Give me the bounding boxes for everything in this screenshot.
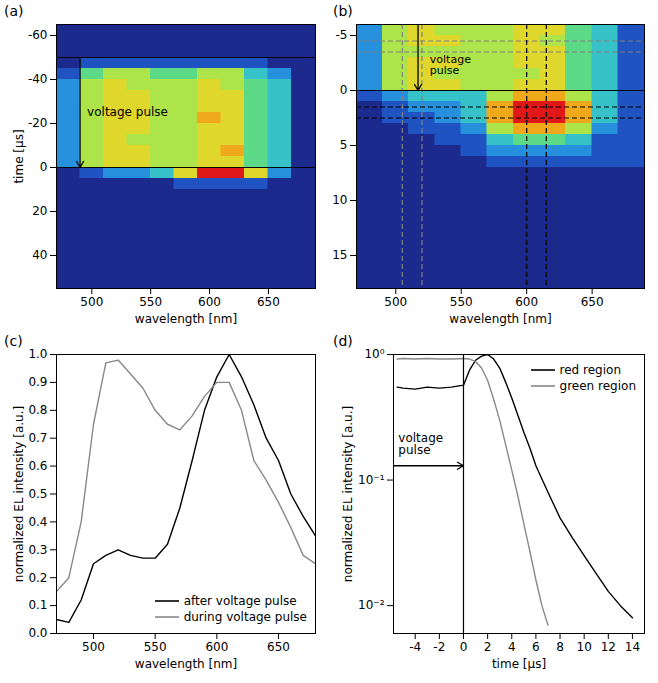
svg-text:voltage pulse: voltage pulse	[87, 105, 168, 119]
svg-text:-4: -4	[409, 640, 421, 654]
html-text:(c): (c)	[4, 333, 23, 349]
svg-text:4: 4	[508, 640, 516, 654]
svg-text:14: 14	[625, 640, 640, 654]
svg-text:voltagepulse: voltagepulse	[398, 431, 443, 457]
svg-text:time [µs]: time [µs]	[492, 657, 546, 671]
svg-text:550: 550	[139, 295, 162, 309]
svg-text:time [µs]: time [µs]	[12, 129, 26, 183]
svg-text:0.2: 0.2	[28, 571, 47, 585]
svg-text:500: 500	[80, 295, 103, 309]
svg-text:10⁰: 10⁰	[364, 347, 384, 361]
svg-text:0.6: 0.6	[28, 459, 47, 473]
svg-text:650: 650	[257, 295, 280, 309]
svg-text:12: 12	[601, 640, 616, 654]
html-text:(a): (a)	[4, 3, 24, 19]
svg-text:10⁻¹: 10⁻¹	[358, 473, 385, 487]
svg-text:20: 20	[32, 204, 47, 218]
svg-text:wavelength [nm]: wavelength [nm]	[449, 312, 551, 326]
svg-text:0: 0	[340, 83, 348, 97]
html-text:(d): (d)	[333, 333, 353, 349]
svg-text:600: 600	[198, 295, 221, 309]
svg-text:10⁻²: 10⁻²	[358, 598, 385, 612]
svg-text:600: 600	[515, 295, 538, 309]
svg-text:0.8: 0.8	[28, 403, 47, 417]
svg-text:-40: -40	[28, 72, 48, 86]
svg-text:500: 500	[384, 295, 407, 309]
svg-text:10: 10	[332, 193, 347, 207]
svg-text:0.0: 0.0	[28, 626, 47, 640]
html-text:after voltage pulse: after voltage pulse	[183, 594, 297, 608]
svg-text:550: 550	[450, 295, 473, 309]
html-text:during voltage pulse: during voltage pulse	[183, 610, 307, 624]
svg-text:-2: -2	[433, 640, 445, 654]
svg-text:10: 10	[577, 640, 592, 654]
svg-text:normalized EL intensity [a.u.]: normalized EL intensity [a.u.]	[12, 406, 26, 582]
svg-text:voltagepulse: voltagepulse	[430, 53, 471, 77]
svg-text:0.1: 0.1	[28, 598, 47, 612]
svg-text:15: 15	[332, 248, 347, 262]
svg-text:5: 5	[340, 138, 348, 152]
html-text:green region: green region	[559, 379, 636, 393]
html-text:red region: red region	[559, 363, 621, 377]
svg-text:650: 650	[267, 640, 290, 654]
svg-text:wavelength [nm]: wavelength [nm]	[135, 657, 237, 671]
svg-text:0.3: 0.3	[28, 543, 47, 557]
svg-text:0: 0	[460, 640, 468, 654]
svg-text:1.0: 1.0	[28, 347, 47, 361]
svg-text:0.7: 0.7	[28, 431, 47, 445]
svg-text:0.9: 0.9	[28, 375, 47, 389]
svg-text:wavelength [nm]: wavelength [nm]	[135, 312, 237, 326]
svg-text:0: 0	[40, 160, 48, 174]
svg-text:-20: -20	[28, 116, 48, 130]
svg-text:0.4: 0.4	[28, 515, 47, 529]
svg-text:500: 500	[82, 640, 105, 654]
svg-text:0.5: 0.5	[28, 487, 47, 501]
svg-text:normalized EL intensity [a.u.]: normalized EL intensity [a.u.]	[341, 406, 355, 582]
svg-text:550: 550	[144, 640, 167, 654]
svg-text:40: 40	[32, 248, 47, 262]
svg-text:650: 650	[581, 295, 604, 309]
svg-text:-5: -5	[336, 28, 348, 42]
svg-text:600: 600	[205, 640, 228, 654]
svg-text:6: 6	[532, 640, 540, 654]
svg-text:2: 2	[484, 640, 492, 654]
svg-text:8: 8	[556, 640, 564, 654]
html-text:(b): (b)	[333, 3, 353, 19]
svg-text:-60: -60	[28, 28, 48, 42]
